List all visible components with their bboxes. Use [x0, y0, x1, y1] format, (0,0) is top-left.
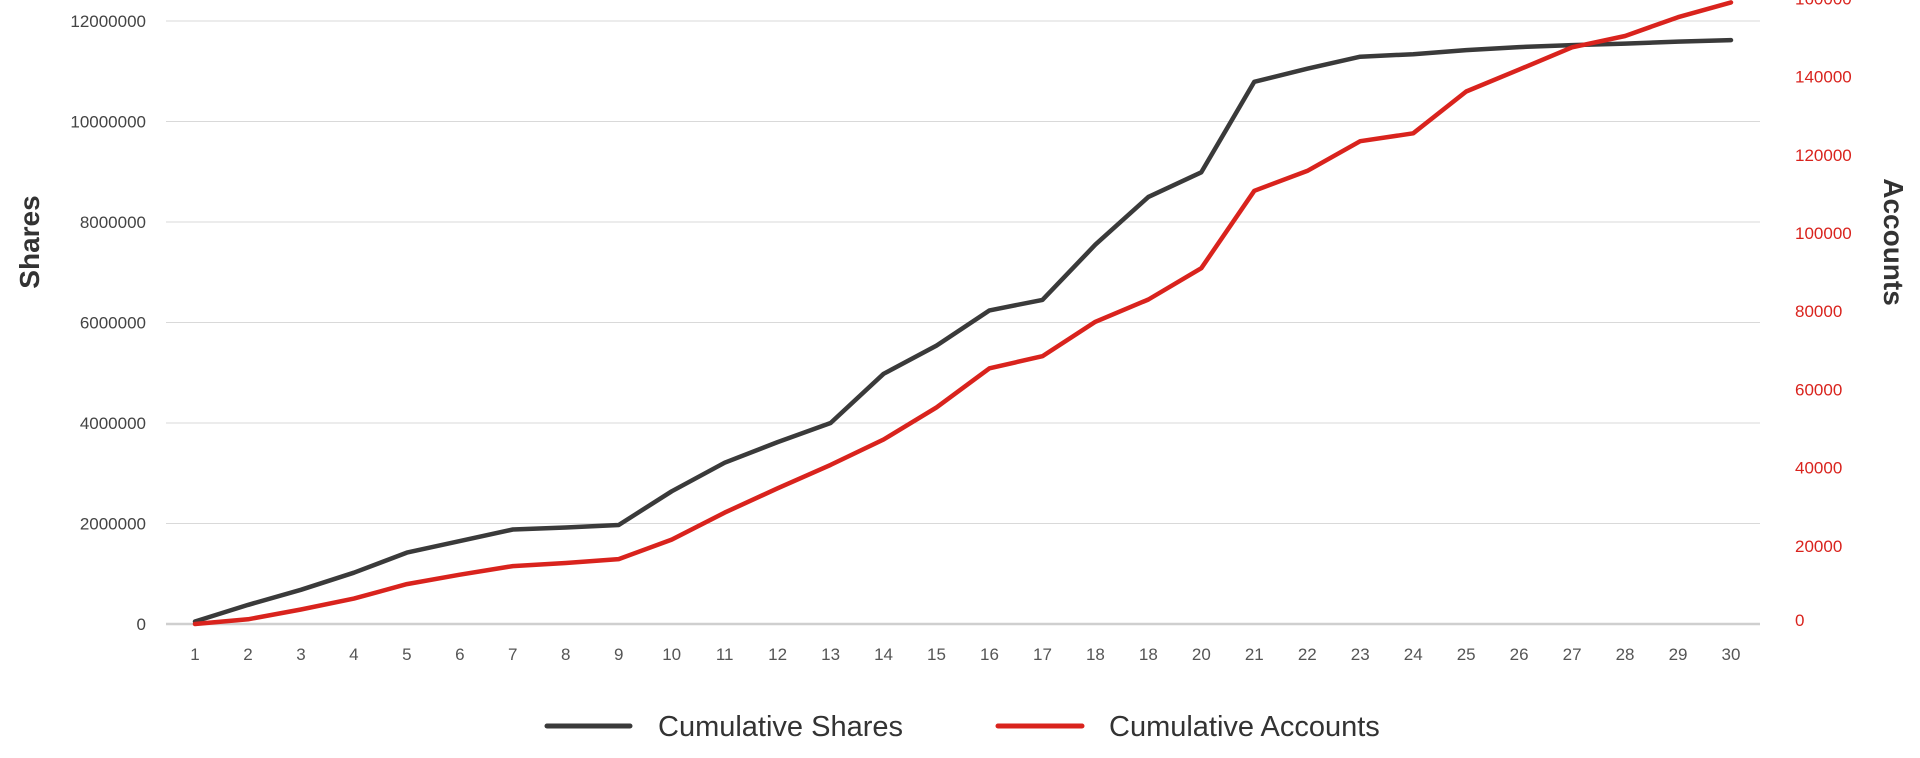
- x-tick-label: 18: [1139, 645, 1158, 664]
- x-tick-label: 15: [927, 645, 946, 664]
- x-tick-label: 13: [821, 645, 840, 664]
- right-tick-label: 40000: [1795, 459, 1842, 478]
- left-tick-label: 2000000: [80, 515, 146, 534]
- left-tick-label: 0: [137, 615, 146, 634]
- x-tick-label: 8: [561, 645, 570, 664]
- right-tick-label: 20000: [1795, 537, 1842, 556]
- left-tick-label: 10000000: [70, 113, 146, 132]
- right-tick-label: 100000: [1795, 224, 1852, 243]
- gridlines: [166, 20, 1760, 626]
- x-tick-label: 23: [1351, 645, 1370, 664]
- left-tick-label: 12000000: [70, 12, 146, 31]
- x-tick-label: 22: [1298, 645, 1317, 664]
- x-tick-label: 21: [1245, 645, 1264, 664]
- left-tick-label: 6000000: [80, 314, 146, 333]
- x-tick-label: 30: [1722, 645, 1741, 664]
- axes: 0200000040000006000000800000010000000120…: [70, 0, 1851, 664]
- right-tick-label: 0: [1795, 611, 1804, 630]
- x-tick-label: 3: [296, 645, 305, 664]
- right-tick-label: 80000: [1795, 302, 1842, 321]
- x-tick-label: 28: [1616, 645, 1635, 664]
- x-tick-label: 26: [1510, 645, 1529, 664]
- x-tick-label: 2: [243, 645, 252, 664]
- series-lines: [192, 0, 1734, 627]
- left-tick-label: 4000000: [80, 414, 146, 433]
- x-tick-label: 14: [874, 645, 893, 664]
- x-tick-label: 1: [190, 645, 199, 664]
- x-tick-label: 10: [662, 645, 681, 664]
- left-tick-label: 8000000: [80, 213, 146, 232]
- x-tick-label: 25: [1457, 645, 1476, 664]
- x-tick-label: 7: [508, 645, 517, 664]
- right-tick-label: 140000: [1795, 68, 1852, 87]
- x-tick-label: 20: [1192, 645, 1211, 664]
- x-tick-label: 11: [716, 645, 734, 664]
- x-tick-label: 5: [402, 645, 411, 664]
- legend-label: Cumulative Accounts: [1109, 711, 1380, 743]
- legend: Cumulative Shares Cumulative Accounts: [544, 711, 1380, 743]
- right-tick-label: 120000: [1795, 146, 1852, 165]
- x-tick-label: 27: [1563, 645, 1582, 664]
- left-axis-title: Shares: [14, 195, 45, 288]
- right-tick-label: 160000: [1795, 0, 1852, 8]
- x-tick-label: 24: [1404, 645, 1423, 664]
- x-tick-label: 18: [1086, 645, 1105, 664]
- legend-item: Cumulative Accounts: [995, 711, 1380, 743]
- x-tick-label: 9: [614, 645, 623, 664]
- x-tick-label: 17: [1033, 645, 1052, 664]
- x-tick-label: 6: [455, 645, 464, 664]
- x-tick-label: 12: [768, 645, 787, 664]
- right-tick-label: 60000: [1795, 380, 1842, 399]
- x-tick-label: 4: [349, 645, 358, 664]
- x-tick-label: 16: [980, 645, 999, 664]
- series-line-cumulative-accounts: [192, 0, 1734, 627]
- legend-label: Cumulative Shares: [658, 711, 903, 743]
- legend-item: Cumulative Shares: [544, 711, 903, 743]
- series-line-cumulative-shares: [192, 37, 1734, 624]
- right-axis-title: Accounts: [1878, 178, 1909, 306]
- x-tick-label: 29: [1669, 645, 1688, 664]
